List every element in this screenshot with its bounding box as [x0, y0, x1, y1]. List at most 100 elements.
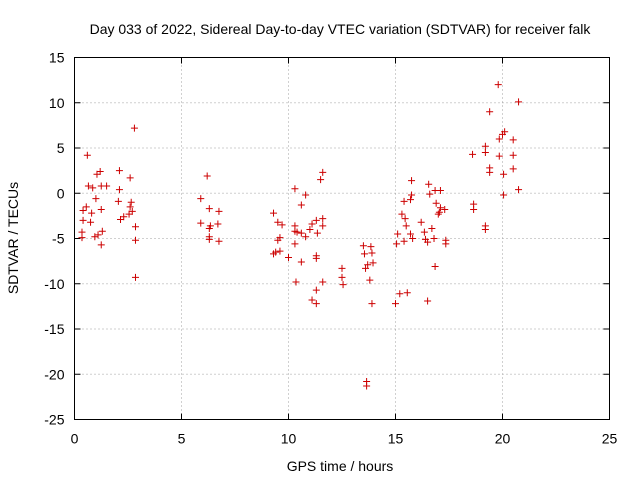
data-point: [360, 250, 368, 258]
data-point: [406, 230, 414, 238]
data-point: [98, 227, 106, 235]
x-tick-label: 0: [71, 431, 79, 447]
data-point: [338, 264, 346, 272]
data-point: [94, 231, 102, 239]
data-point: [359, 242, 367, 250]
data-point: [364, 261, 372, 269]
data-point: [400, 237, 408, 245]
data-point: [312, 216, 320, 224]
data-point: [481, 225, 489, 233]
y-tick-label: -10: [44, 276, 64, 292]
data-point: [115, 167, 123, 175]
x-axis: 0 5 10 15 20 25: [71, 57, 618, 447]
data-point: [127, 198, 135, 206]
data-point: [338, 273, 346, 281]
data-point: [126, 203, 134, 211]
data-point: [319, 215, 327, 223]
y-tick-label: -20: [44, 366, 64, 382]
data-point: [400, 197, 408, 205]
data-point: [131, 236, 139, 244]
y-axis-title: SDTVAR / TECUs: [5, 182, 21, 294]
data-point: [285, 254, 292, 262]
data-point: [128, 207, 136, 215]
data-point: [197, 219, 205, 227]
data-series: [78, 81, 523, 390]
data-point: [292, 278, 300, 286]
data-point: [197, 195, 205, 203]
data-point: [96, 168, 104, 176]
data-point: [302, 191, 310, 199]
data-point: [87, 218, 95, 226]
data-point: [408, 191, 416, 199]
data-point: [291, 185, 299, 193]
data-point: [82, 203, 90, 211]
data-point: [130, 124, 138, 132]
data-point: [369, 259, 377, 267]
y-tick-label: 10: [49, 95, 65, 111]
data-point: [78, 234, 86, 242]
data-point: [515, 186, 523, 194]
data-point: [97, 206, 105, 214]
data-point: [362, 264, 370, 272]
data-point: [302, 233, 310, 241]
data-point: [368, 300, 376, 308]
data-point: [394, 230, 402, 238]
data-point: [442, 240, 450, 248]
data-point: [367, 243, 375, 251]
data-point: [392, 300, 399, 308]
data-point: [486, 168, 494, 176]
data-point: [215, 237, 223, 245]
data-point: [92, 195, 100, 203]
data-point: [409, 235, 417, 242]
data-point: [393, 240, 401, 248]
data-point: [205, 235, 213, 243]
data-point: [297, 201, 305, 209]
y-tick-label: -25: [44, 412, 64, 428]
data-point: [430, 235, 438, 242]
data-point: [312, 252, 320, 260]
data-point: [481, 149, 489, 157]
data-point: [312, 286, 320, 294]
data-point: [319, 168, 327, 176]
data-point: [205, 205, 213, 213]
data-point: [308, 220, 316, 228]
data-point: [424, 238, 432, 246]
data-point: [434, 210, 442, 218]
y-tick-label: -5: [52, 231, 65, 247]
x-tick-label: 25: [602, 431, 618, 447]
data-point: [274, 218, 282, 226]
data-point: [436, 187, 444, 195]
x-tick-label: 15: [388, 431, 404, 447]
data-point: [436, 204, 444, 212]
x-tick-label: 5: [178, 431, 186, 447]
data-point: [88, 209, 96, 217]
data-point: [368, 249, 376, 257]
data-point: [515, 98, 523, 106]
data-point: [401, 215, 409, 223]
data-point: [441, 206, 449, 214]
data-point: [319, 278, 327, 286]
data-point: [120, 213, 128, 221]
data-point: [79, 206, 87, 214]
data-point: [408, 177, 416, 185]
data-point: [500, 191, 508, 199]
data-point: [306, 225, 314, 233]
data-point: [417, 218, 425, 226]
data-point: [297, 258, 305, 266]
data-point: [339, 281, 347, 289]
data-point: [272, 248, 280, 256]
data-point: [214, 220, 222, 228]
y-tick-label: 15: [49, 50, 65, 66]
grid: [74, 57, 610, 420]
y-tick-label: 0: [57, 185, 65, 201]
data-point: [313, 229, 321, 237]
x-tick-label: 10: [281, 431, 297, 447]
data-point: [97, 241, 105, 249]
data-point: [420, 228, 428, 236]
data-point: [131, 273, 139, 281]
data-point: [291, 240, 299, 248]
data-point: [317, 176, 325, 184]
data-point: [115, 186, 123, 194]
data-point: [435, 208, 443, 216]
